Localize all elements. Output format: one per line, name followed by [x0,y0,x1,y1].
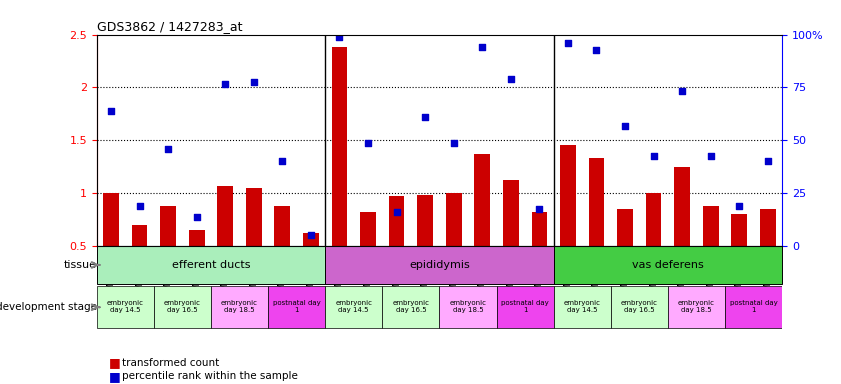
Point [475,44,489,50]
Bar [417,195,433,246]
Point [447,140,460,146]
Text: tissue: tissue [64,260,97,270]
Point [704,153,717,159]
Text: epididymis: epididymis [409,260,470,270]
Bar [331,47,347,246]
Bar [553,286,611,328]
Bar [617,209,633,246]
Bar [760,209,775,246]
Point [362,140,375,146]
Bar [274,206,290,246]
Bar [553,246,782,284]
Text: postnatal day
1: postnatal day 1 [730,300,777,313]
Text: vas deferens: vas deferens [632,260,704,270]
Bar [325,286,383,328]
Text: embryonic
day 16.5: embryonic day 16.5 [621,300,658,313]
Bar [383,286,439,328]
Point [532,206,546,212]
Bar [611,286,668,328]
Point [161,146,175,152]
Point [333,34,346,40]
Bar [732,214,747,246]
Bar [560,146,576,246]
Bar [389,196,405,246]
Bar [246,188,262,246]
Point [419,114,432,120]
Bar [674,167,690,246]
Text: development stage: development stage [0,302,97,312]
Point [104,108,118,114]
Bar [268,286,325,328]
Point [561,40,574,46]
Text: embryonic
day 18.5: embryonic day 18.5 [221,300,258,313]
Point [390,209,404,215]
Bar [589,158,605,246]
Text: embryonic
day 18.5: embryonic day 18.5 [678,300,715,313]
Text: postnatal day
1: postnatal day 1 [501,300,549,313]
Point [247,79,261,85]
Point [504,76,517,82]
Text: efferent ducts: efferent ducts [172,260,251,270]
Point [590,47,603,53]
Point [733,203,746,209]
Point [618,123,632,129]
Point [647,153,660,159]
Bar [161,206,176,246]
Bar [217,185,233,246]
Point [761,158,775,164]
Bar [532,212,547,246]
Text: ■: ■ [109,356,121,369]
Bar [97,246,325,284]
Bar [474,154,490,246]
Point [304,232,318,238]
Bar [496,286,553,328]
Bar [668,286,725,328]
Bar [97,286,154,328]
Text: transformed count: transformed count [122,358,220,368]
Bar [211,286,268,328]
Text: GDS3862 / 1427283_at: GDS3862 / 1427283_at [97,20,242,33]
Text: embryonic
day 14.5: embryonic day 14.5 [563,300,600,313]
Bar [360,212,376,246]
Text: postnatal day
1: postnatal day 1 [272,300,320,313]
Bar [725,286,782,328]
Point [190,214,204,220]
Text: embryonic
day 16.5: embryonic day 16.5 [164,300,201,313]
Text: embryonic
day 18.5: embryonic day 18.5 [449,300,486,313]
Text: embryonic
day 14.5: embryonic day 14.5 [336,300,373,313]
Bar [103,193,119,246]
Text: percentile rank within the sample: percentile rank within the sample [122,371,298,381]
Bar [446,193,462,246]
Bar [503,180,519,246]
Text: embryonic
day 16.5: embryonic day 16.5 [393,300,430,313]
Bar [646,193,662,246]
Bar [703,206,718,246]
Bar [303,233,319,246]
Text: ■: ■ [109,370,121,383]
Bar [325,246,553,284]
Point [675,88,689,94]
Bar [154,286,211,328]
Point [276,158,289,164]
Bar [132,225,147,246]
Point [219,81,232,87]
Text: embryonic
day 14.5: embryonic day 14.5 [107,300,144,313]
Bar [439,286,496,328]
Bar [189,230,204,246]
Point [133,203,146,209]
